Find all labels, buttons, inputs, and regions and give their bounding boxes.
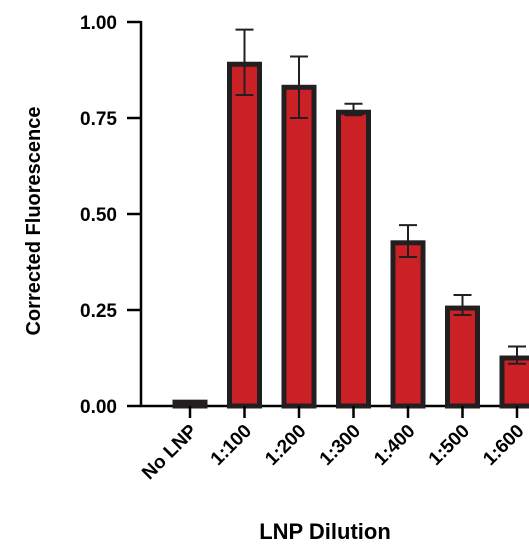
y-tick-label: 1.00 bbox=[80, 13, 117, 34]
y-tick-label: 0.25 bbox=[80, 301, 117, 322]
y-tick-label: 0.00 bbox=[80, 397, 117, 418]
bar bbox=[281, 84, 317, 409]
bars bbox=[172, 61, 529, 409]
x-tick-label: 1:200 bbox=[261, 421, 310, 470]
y-tick-label: 0.50 bbox=[80, 205, 117, 226]
bar bbox=[445, 305, 480, 409]
x-tick-label: 1:300 bbox=[316, 421, 365, 470]
bar bbox=[336, 109, 371, 409]
bar bbox=[499, 355, 529, 409]
y-tick-label: 0.75 bbox=[80, 109, 117, 130]
x-tick-label: No LNP bbox=[138, 420, 202, 484]
y-ticks: 0.00 0.25 0.50 0.75 1.00 bbox=[80, 13, 141, 418]
x-axis-label: LNP Dilution bbox=[259, 519, 391, 544]
x-tick-label: 1:400 bbox=[370, 421, 419, 470]
error-bars bbox=[181, 28, 526, 404]
bar bbox=[390, 240, 426, 409]
x-tick-label: 1:500 bbox=[425, 421, 474, 470]
x-tick-label: 1:100 bbox=[207, 421, 256, 470]
x-tick-label: 1:600 bbox=[479, 421, 528, 470]
x-ticks: No LNP 1:100 1:200 1:300 1:400 1:500 1:600 bbox=[138, 406, 529, 484]
y-axis-label: Corrected Fluorescence bbox=[23, 107, 45, 336]
bar bbox=[227, 61, 262, 409]
